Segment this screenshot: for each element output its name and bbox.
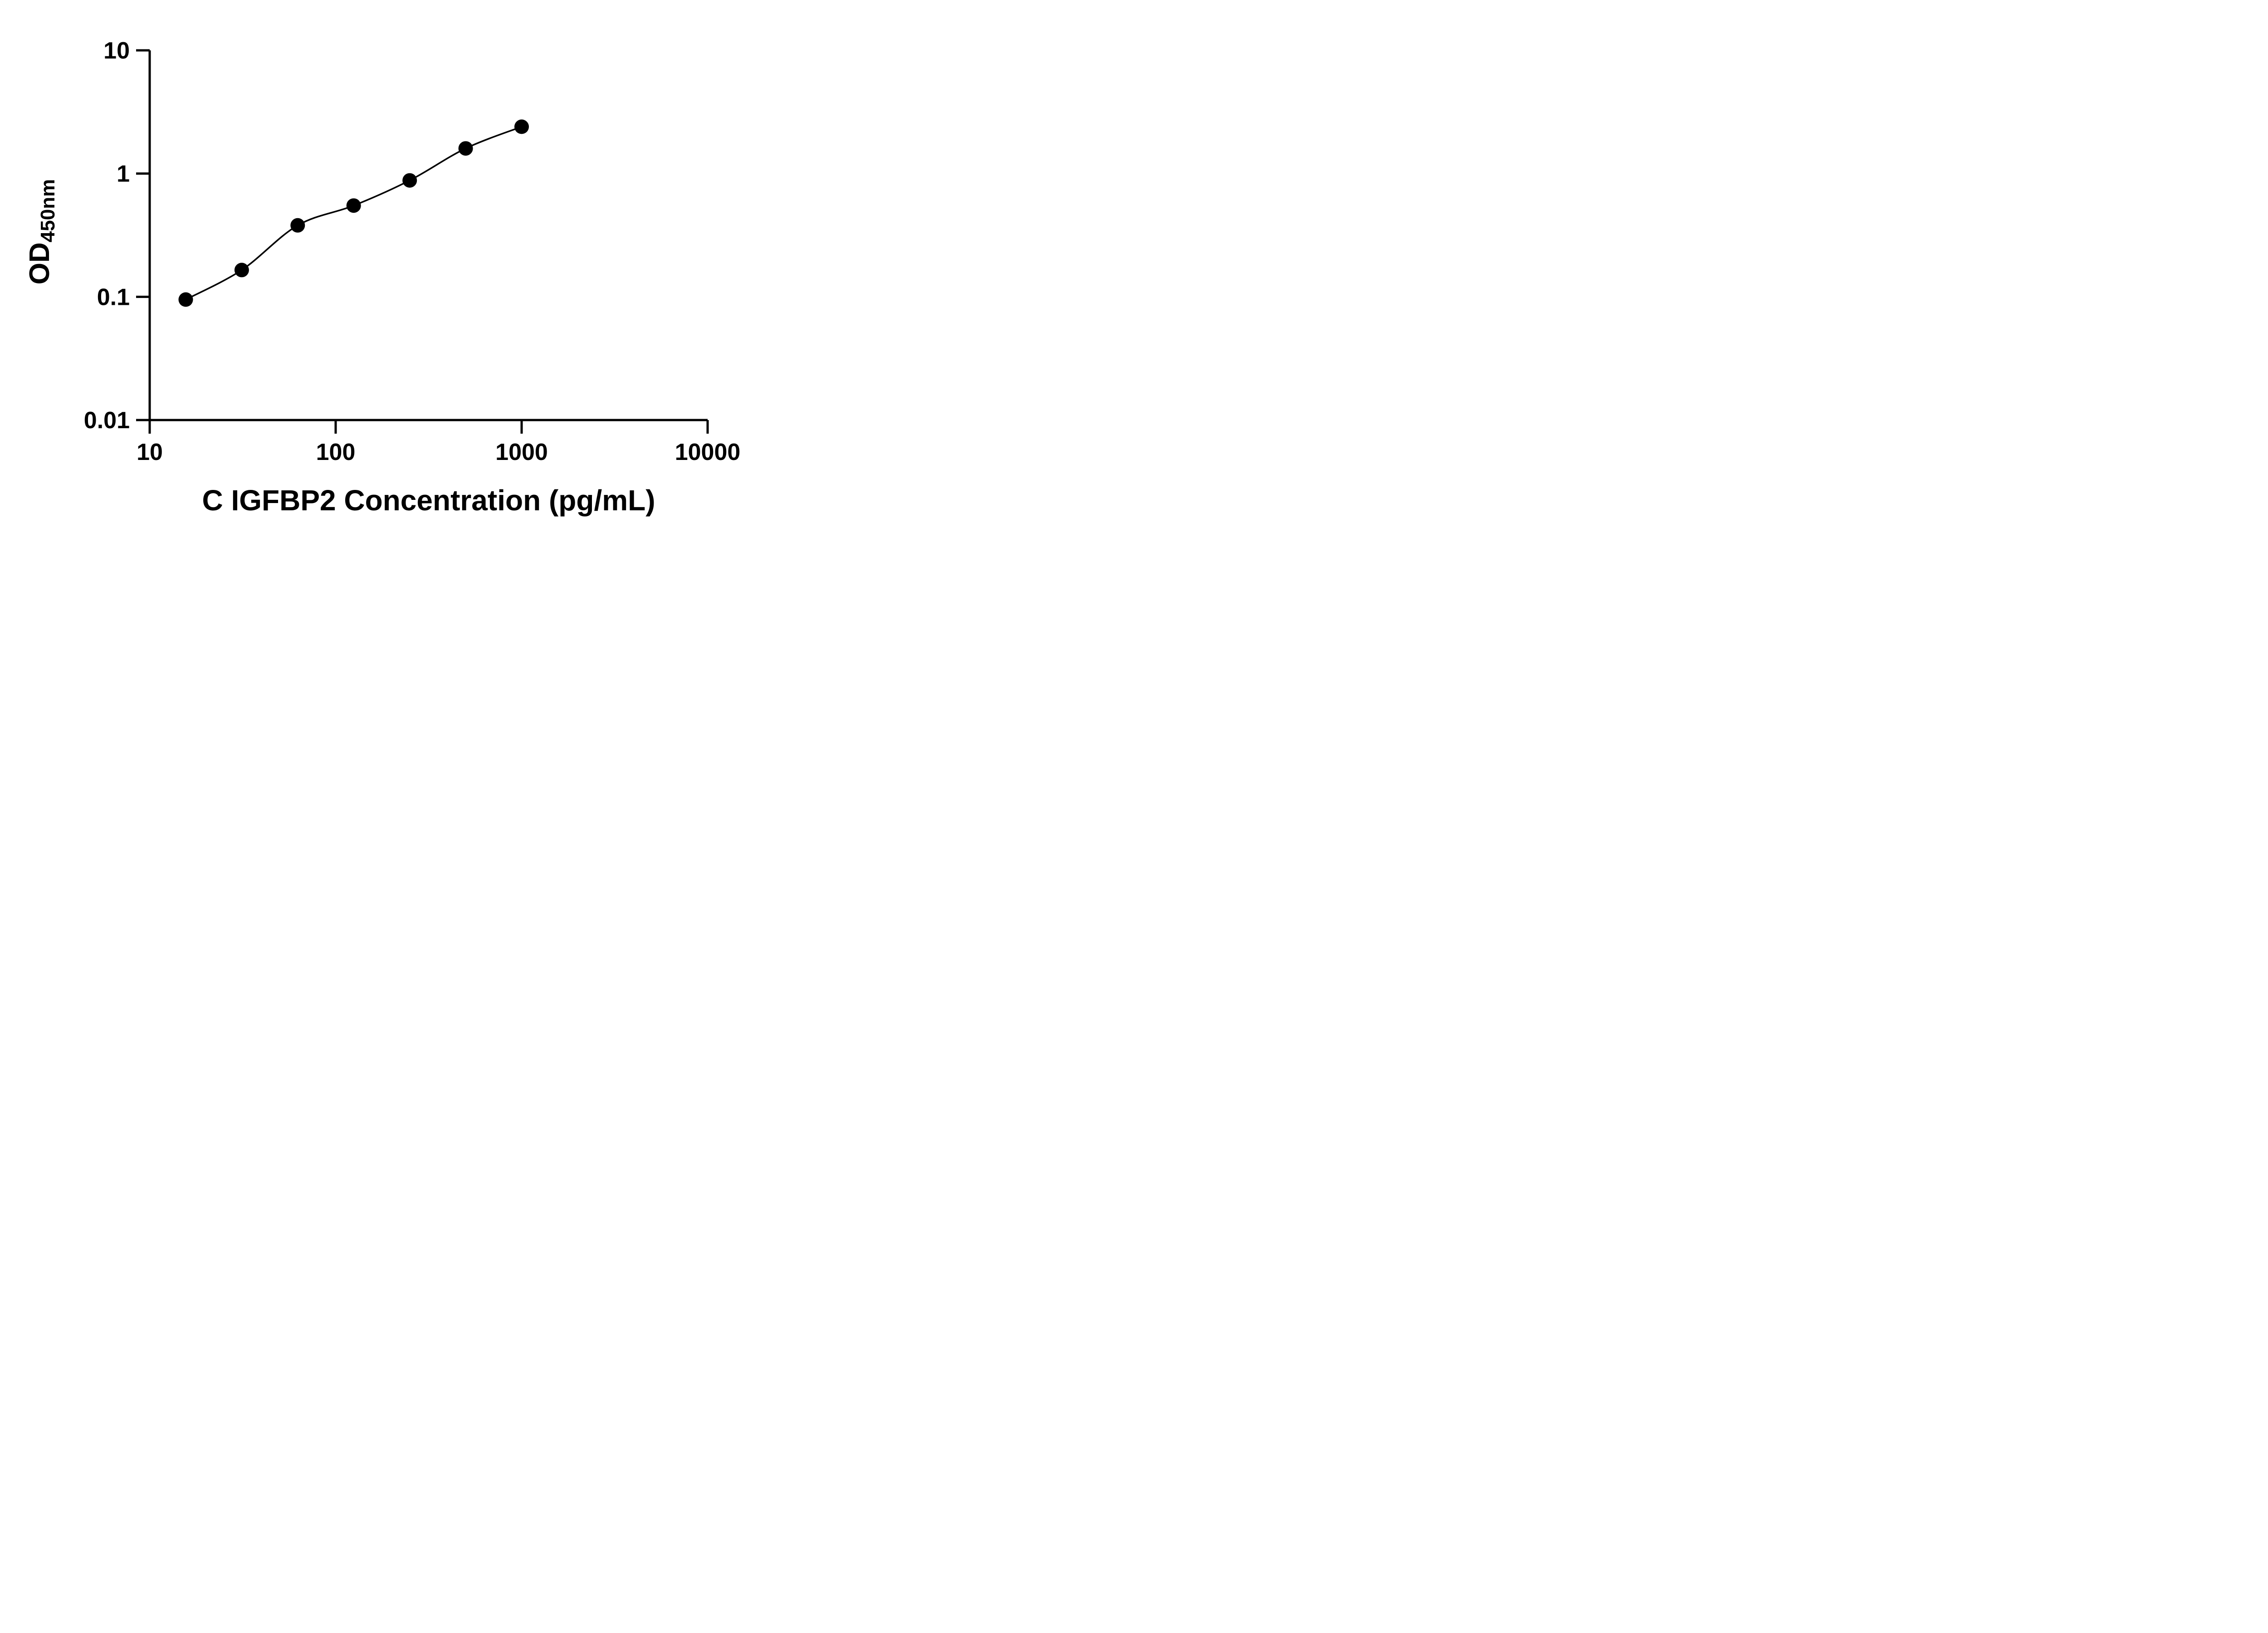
y-axis-title-subscript: 450nm xyxy=(37,179,59,242)
x-axis-title: C IGFBP2 Concentration (pg/mL) xyxy=(202,484,655,517)
data-point xyxy=(290,218,305,233)
y-axis-title-main: OD xyxy=(24,242,55,284)
y-axis-tick-label: 10 xyxy=(103,38,130,64)
y-axis-tick-label: 0.01 xyxy=(84,407,130,434)
y-axis-tick-label: 0.1 xyxy=(97,284,130,310)
data-point xyxy=(234,263,249,278)
data-point xyxy=(402,173,417,188)
y-axis-tick-label: 1 xyxy=(117,161,130,187)
elisa-standard-curve-figure: 10 100 1000 10000 0.01 0.1 1 10 C IGFBP2 Concent… xyxy=(0,0,777,544)
x-axis-tick-label: 1000 xyxy=(495,439,548,465)
standard-curve-chart: 10 100 1000 10000 0.01 0.1 1 10 C IGFBP2 Concent… xyxy=(24,38,741,517)
y-axis-title: OD450nm xyxy=(24,179,59,284)
data-point xyxy=(178,292,193,307)
x-axis-tick-label: 10000 xyxy=(675,439,741,465)
data-point xyxy=(514,119,529,134)
data-point xyxy=(346,198,361,213)
x-axis-tick-label: 100 xyxy=(316,439,356,465)
data-point xyxy=(458,141,473,156)
axis-lines xyxy=(148,50,708,421)
x-axis-tick-label: 10 xyxy=(137,439,163,465)
